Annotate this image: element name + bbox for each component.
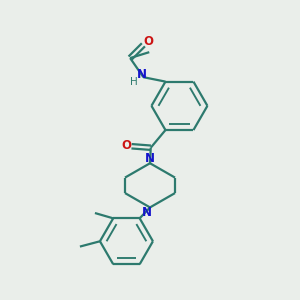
- Text: O: O: [121, 139, 131, 152]
- Text: O: O: [144, 35, 154, 48]
- Text: N: N: [137, 68, 147, 81]
- Text: H: H: [130, 76, 138, 87]
- Text: N: N: [145, 152, 155, 165]
- Text: N: N: [142, 206, 152, 219]
